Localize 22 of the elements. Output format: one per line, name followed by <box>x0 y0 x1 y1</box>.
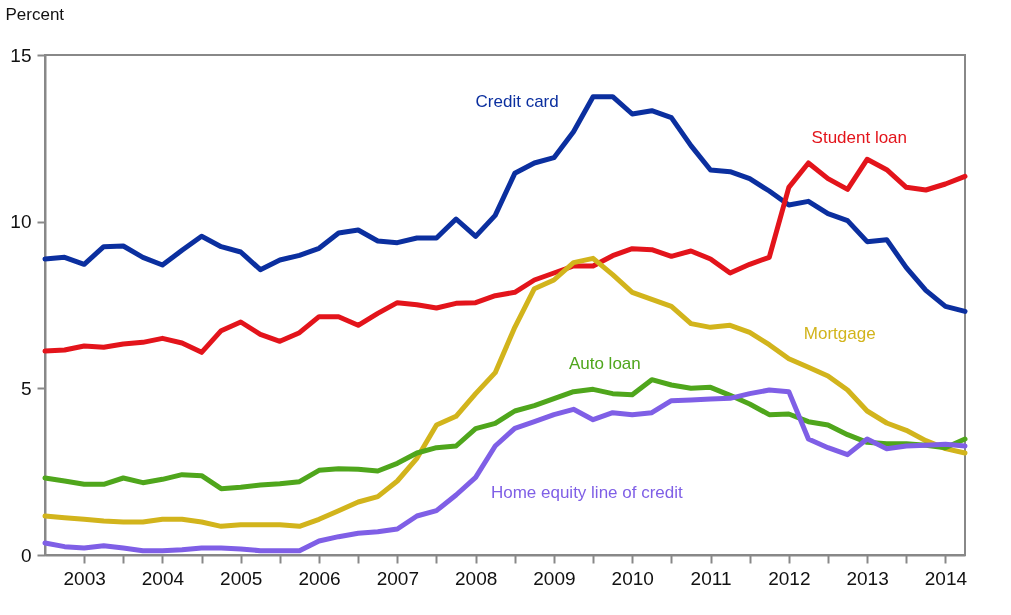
x-tick-label: 2003 <box>63 567 106 589</box>
x-tick-label: 2006 <box>298 567 341 589</box>
y-tick-label: 5 <box>20 377 32 399</box>
x-tick-label: 2014 <box>924 567 968 589</box>
x-tick-label: 2012 <box>768 567 811 589</box>
series-label: Mortgage <box>803 324 876 344</box>
x-tick-label: 2004 <box>141 567 185 589</box>
series-label: Student loan <box>811 128 908 148</box>
series-label: Credit card <box>475 91 559 111</box>
x-tick-label: 2010 <box>611 567 654 589</box>
y-tick-label: 10 <box>10 211 32 233</box>
series-label: Auto loan <box>568 353 641 373</box>
x-tick-label: 2007 <box>376 567 419 589</box>
y-axis-title: Percent <box>5 4 65 24</box>
x-tick-label: 2013 <box>846 567 889 589</box>
x-tick-label: 2011 <box>690 567 732 589</box>
y-tick-label: 15 <box>10 44 32 66</box>
x-tick-label: 2008 <box>455 567 498 589</box>
series-label: Home equity line of credit <box>490 482 683 502</box>
x-tick-label: 2005 <box>220 567 263 589</box>
x-tick-label: 2009 <box>533 567 576 589</box>
y-tick-label: 0 <box>20 544 32 566</box>
